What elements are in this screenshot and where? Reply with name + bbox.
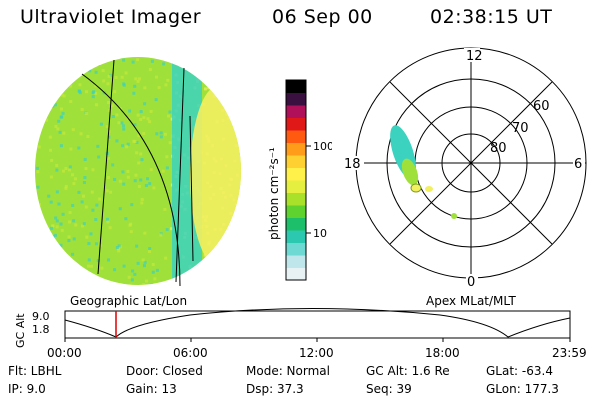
mlt-label-18: 18 <box>344 157 361 172</box>
apex-label: Apex MLat/MLT <box>426 294 516 308</box>
alt-xtick: 00:00 <box>47 346 82 360</box>
geo-grid-line <box>189 115 194 262</box>
colorbar-cell <box>286 180 306 193</box>
colorbar-cell <box>286 117 306 131</box>
geo-label: Geographic Lat/Lon <box>70 294 188 308</box>
info-mode: Mode: Normal <box>246 364 330 378</box>
info-glat: GLat: -63.4 <box>486 364 553 378</box>
aurora-spot <box>425 186 433 192</box>
colorbar-label: photon cm⁻²s⁻¹ <box>267 147 281 240</box>
colorbar-cell <box>286 155 306 168</box>
alt-ylabel: GC Alt <box>14 313 27 348</box>
info-gain: Gain: 13 <box>126 382 177 396</box>
aurora-spot <box>410 183 422 193</box>
title: Ultraviolet Imager <box>20 6 202 28</box>
alt-xtick: 12:00 <box>299 346 334 360</box>
info-door: Door: Closed <box>126 364 203 378</box>
colorbar-cell <box>286 142 306 156</box>
alt-ytick: 9.0 <box>32 310 50 323</box>
altitude-plot: GC Alt 9.0 1.8 00:00 06:00 12:00 18:00 2… <box>14 308 587 360</box>
colorbar-cell <box>286 267 306 281</box>
colorbar-cell <box>286 255 306 268</box>
geo-grid-arc <box>81 73 181 286</box>
colorbar-cell <box>286 105 306 118</box>
alt-xtick: 06:00 <box>173 346 208 360</box>
geo-grid-line <box>175 67 185 283</box>
lat-label-70: 70 <box>512 121 529 136</box>
mlt-label-12: 12 <box>466 49 483 64</box>
info-flt: Flt: LBHL <box>8 364 62 378</box>
info-seq: Seq: 39 <box>366 382 412 396</box>
mlt-label-6: 6 <box>574 157 582 172</box>
colorbar-cell <box>286 80 306 93</box>
colorbar-cell <box>286 92 306 106</box>
alt-xtick: 18:00 <box>425 346 460 360</box>
date: 06 Sep 00 <box>272 6 373 28</box>
alt-ytick: 1.8 <box>32 323 50 336</box>
colorbar-cell <box>286 217 306 231</box>
info-dsp: Dsp: 37.3 <box>246 382 304 396</box>
earth-image <box>35 57 241 286</box>
geo-grid-line <box>97 59 115 275</box>
alt-xtick: 23:59 <box>552 346 587 360</box>
colorbar-cell <box>286 192 306 206</box>
colorbar-cell <box>286 167 306 181</box>
colorbar-cell <box>286 130 306 143</box>
info-ip: IP: 9.0 <box>8 382 46 396</box>
aurora-oval <box>401 158 419 186</box>
time: 02:38:15 UT <box>430 6 553 28</box>
colorbar-cell <box>286 242 306 256</box>
info-gcalt: GC Alt: 1.6 Re <box>366 364 450 378</box>
colorbar-tick: 10 <box>313 227 327 240</box>
mlt-label-0: 0 <box>467 275 475 290</box>
altitude-curve <box>64 308 571 338</box>
polar-plot: 12 18 6 0 60 70 80 <box>342 47 587 290</box>
colorbar-cell <box>286 230 306 243</box>
info-glon: GLon: 177.3 <box>486 382 559 396</box>
colorbar-tick: 100 <box>313 140 332 153</box>
colorbar: 100 10 photon cm⁻²s⁻¹ <box>267 79 332 281</box>
lat-label-80: 80 <box>490 141 507 156</box>
lat-label-60: 60 <box>533 99 550 114</box>
aurora-spot <box>451 213 457 219</box>
colorbar-cell <box>286 205 306 218</box>
